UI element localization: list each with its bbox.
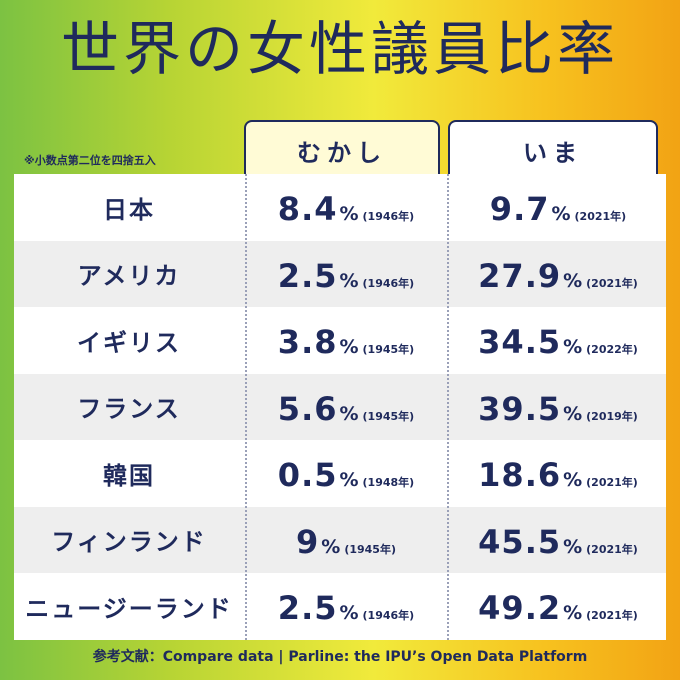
- then-value: 9: [296, 522, 320, 561]
- then-value-cell: 2.5% (1946年): [246, 573, 446, 639]
- now-value-cell: 39.5% (2019年): [450, 374, 666, 440]
- page-title: 世界の女性議員比率: [60, 15, 619, 83]
- then-value-cell: 8.4% (1946年): [246, 174, 446, 240]
- table-row: イギリス 3.8% (1945年) 34.5% (2022年): [14, 307, 666, 374]
- rounding-note: ※小数点第二位を四捨五入: [24, 154, 156, 167]
- percent-sign: %: [339, 336, 359, 359]
- country-name: アメリカ: [77, 262, 181, 291]
- table-row: 日本 8.4% (1946年) 9.7% (2021年): [14, 174, 666, 241]
- column-divider: [245, 174, 247, 640]
- then-value-cell: 3.8% (1945年): [246, 307, 446, 373]
- then-year: (1945年): [362, 409, 415, 423]
- then-year: (1945年): [344, 542, 396, 556]
- country-name: フィンランド: [51, 528, 207, 557]
- percent-sign: %: [563, 269, 583, 292]
- percent-sign: %: [551, 203, 571, 225]
- table-row: 韓国 0.5% (1948年) 18.6% (2021年): [14, 440, 666, 507]
- percent-sign: %: [339, 469, 359, 492]
- column-header-now: いま: [448, 120, 658, 178]
- now-value-cell: 34.5% (2022年): [450, 307, 666, 373]
- percent-sign: %: [339, 402, 359, 425]
- country-name: ニュージーランド: [25, 594, 233, 623]
- percent-sign: %: [339, 602, 359, 625]
- then-value: 2.5: [277, 256, 338, 295]
- then-year: (1946年): [362, 609, 415, 623]
- now-value: 18.6: [478, 456, 562, 495]
- then-value: 2.5: [277, 589, 338, 628]
- percent-sign: %: [563, 336, 583, 359]
- percent-sign: %: [563, 469, 583, 492]
- now-year: (2021年): [586, 609, 638, 623]
- percent-sign: %: [563, 402, 583, 425]
- table-row: フィンランド 9% (1945年) 45.5% (2021年): [14, 506, 666, 574]
- then-value-cell: 9% (1945年): [246, 507, 446, 573]
- then-year: (1945年): [362, 343, 415, 357]
- now-year: (2021年): [586, 542, 638, 556]
- table-row: アメリカ 2.5% (1946年) 27.9% (2021年): [14, 240, 666, 308]
- percent-sign: %: [321, 535, 341, 558]
- table-row: ニュージーランド 2.5% (1946年) 49.2% (2021年): [14, 573, 666, 640]
- now-year: (2019年): [586, 409, 638, 423]
- then-value: 0.5: [277, 456, 338, 495]
- now-value: 45.5: [478, 522, 562, 561]
- percent-sign: %: [339, 269, 359, 292]
- table-row: フランス 5.6% (1945年) 39.5% (2019年): [14, 373, 666, 441]
- now-value-cell: 18.6% (2021年): [450, 440, 666, 506]
- then-value-cell: 0.5% (1948年): [246, 440, 446, 506]
- percent-sign: %: [339, 203, 359, 225]
- now-value: 34.5: [478, 323, 562, 362]
- country-name: 日本: [103, 195, 155, 224]
- column-divider: [447, 174, 449, 640]
- now-year: (2021年): [574, 210, 627, 223]
- percent-sign: %: [563, 602, 583, 625]
- then-year: (1946年): [362, 210, 415, 223]
- country-name: 韓国: [103, 461, 155, 490]
- then-year: (1948年): [362, 476, 415, 490]
- now-year: (2021年): [586, 476, 638, 490]
- percent-sign: %: [563, 535, 583, 558]
- now-value: 49.2: [478, 589, 562, 628]
- now-year: (2022年): [586, 343, 638, 357]
- then-value: 8.4: [277, 190, 338, 228]
- then-year: (1946年): [362, 276, 415, 290]
- now-value-cell: 49.2% (2021年): [450, 573, 666, 639]
- now-value: 9.7: [489, 190, 550, 228]
- now-value: 27.9: [478, 256, 562, 295]
- now-value-cell: 45.5% (2021年): [450, 507, 666, 573]
- source-citation: 参考文献：Compare data | Parline: the IPU’s O…: [92, 649, 588, 665]
- then-value: 3.8: [277, 323, 338, 362]
- then-value: 5.6: [277, 389, 338, 428]
- now-value-cell: 9.7% (2021年): [450, 174, 666, 240]
- country-name: イギリス: [77, 328, 181, 357]
- now-value-cell: 27.9% (2021年): [450, 241, 666, 307]
- then-value-cell: 2.5% (1946年): [246, 241, 446, 307]
- country-name: フランス: [77, 395, 181, 424]
- then-value-cell: 5.6% (1945年): [246, 374, 446, 440]
- column-header-then: むかし: [244, 120, 440, 178]
- data-table: 日本 8.4% (1946年) 9.7% (2021年) アメリカ 2.5% (1946年) 2…: [14, 174, 666, 640]
- now-year: (2021年): [586, 276, 638, 290]
- now-value: 39.5: [478, 389, 562, 428]
